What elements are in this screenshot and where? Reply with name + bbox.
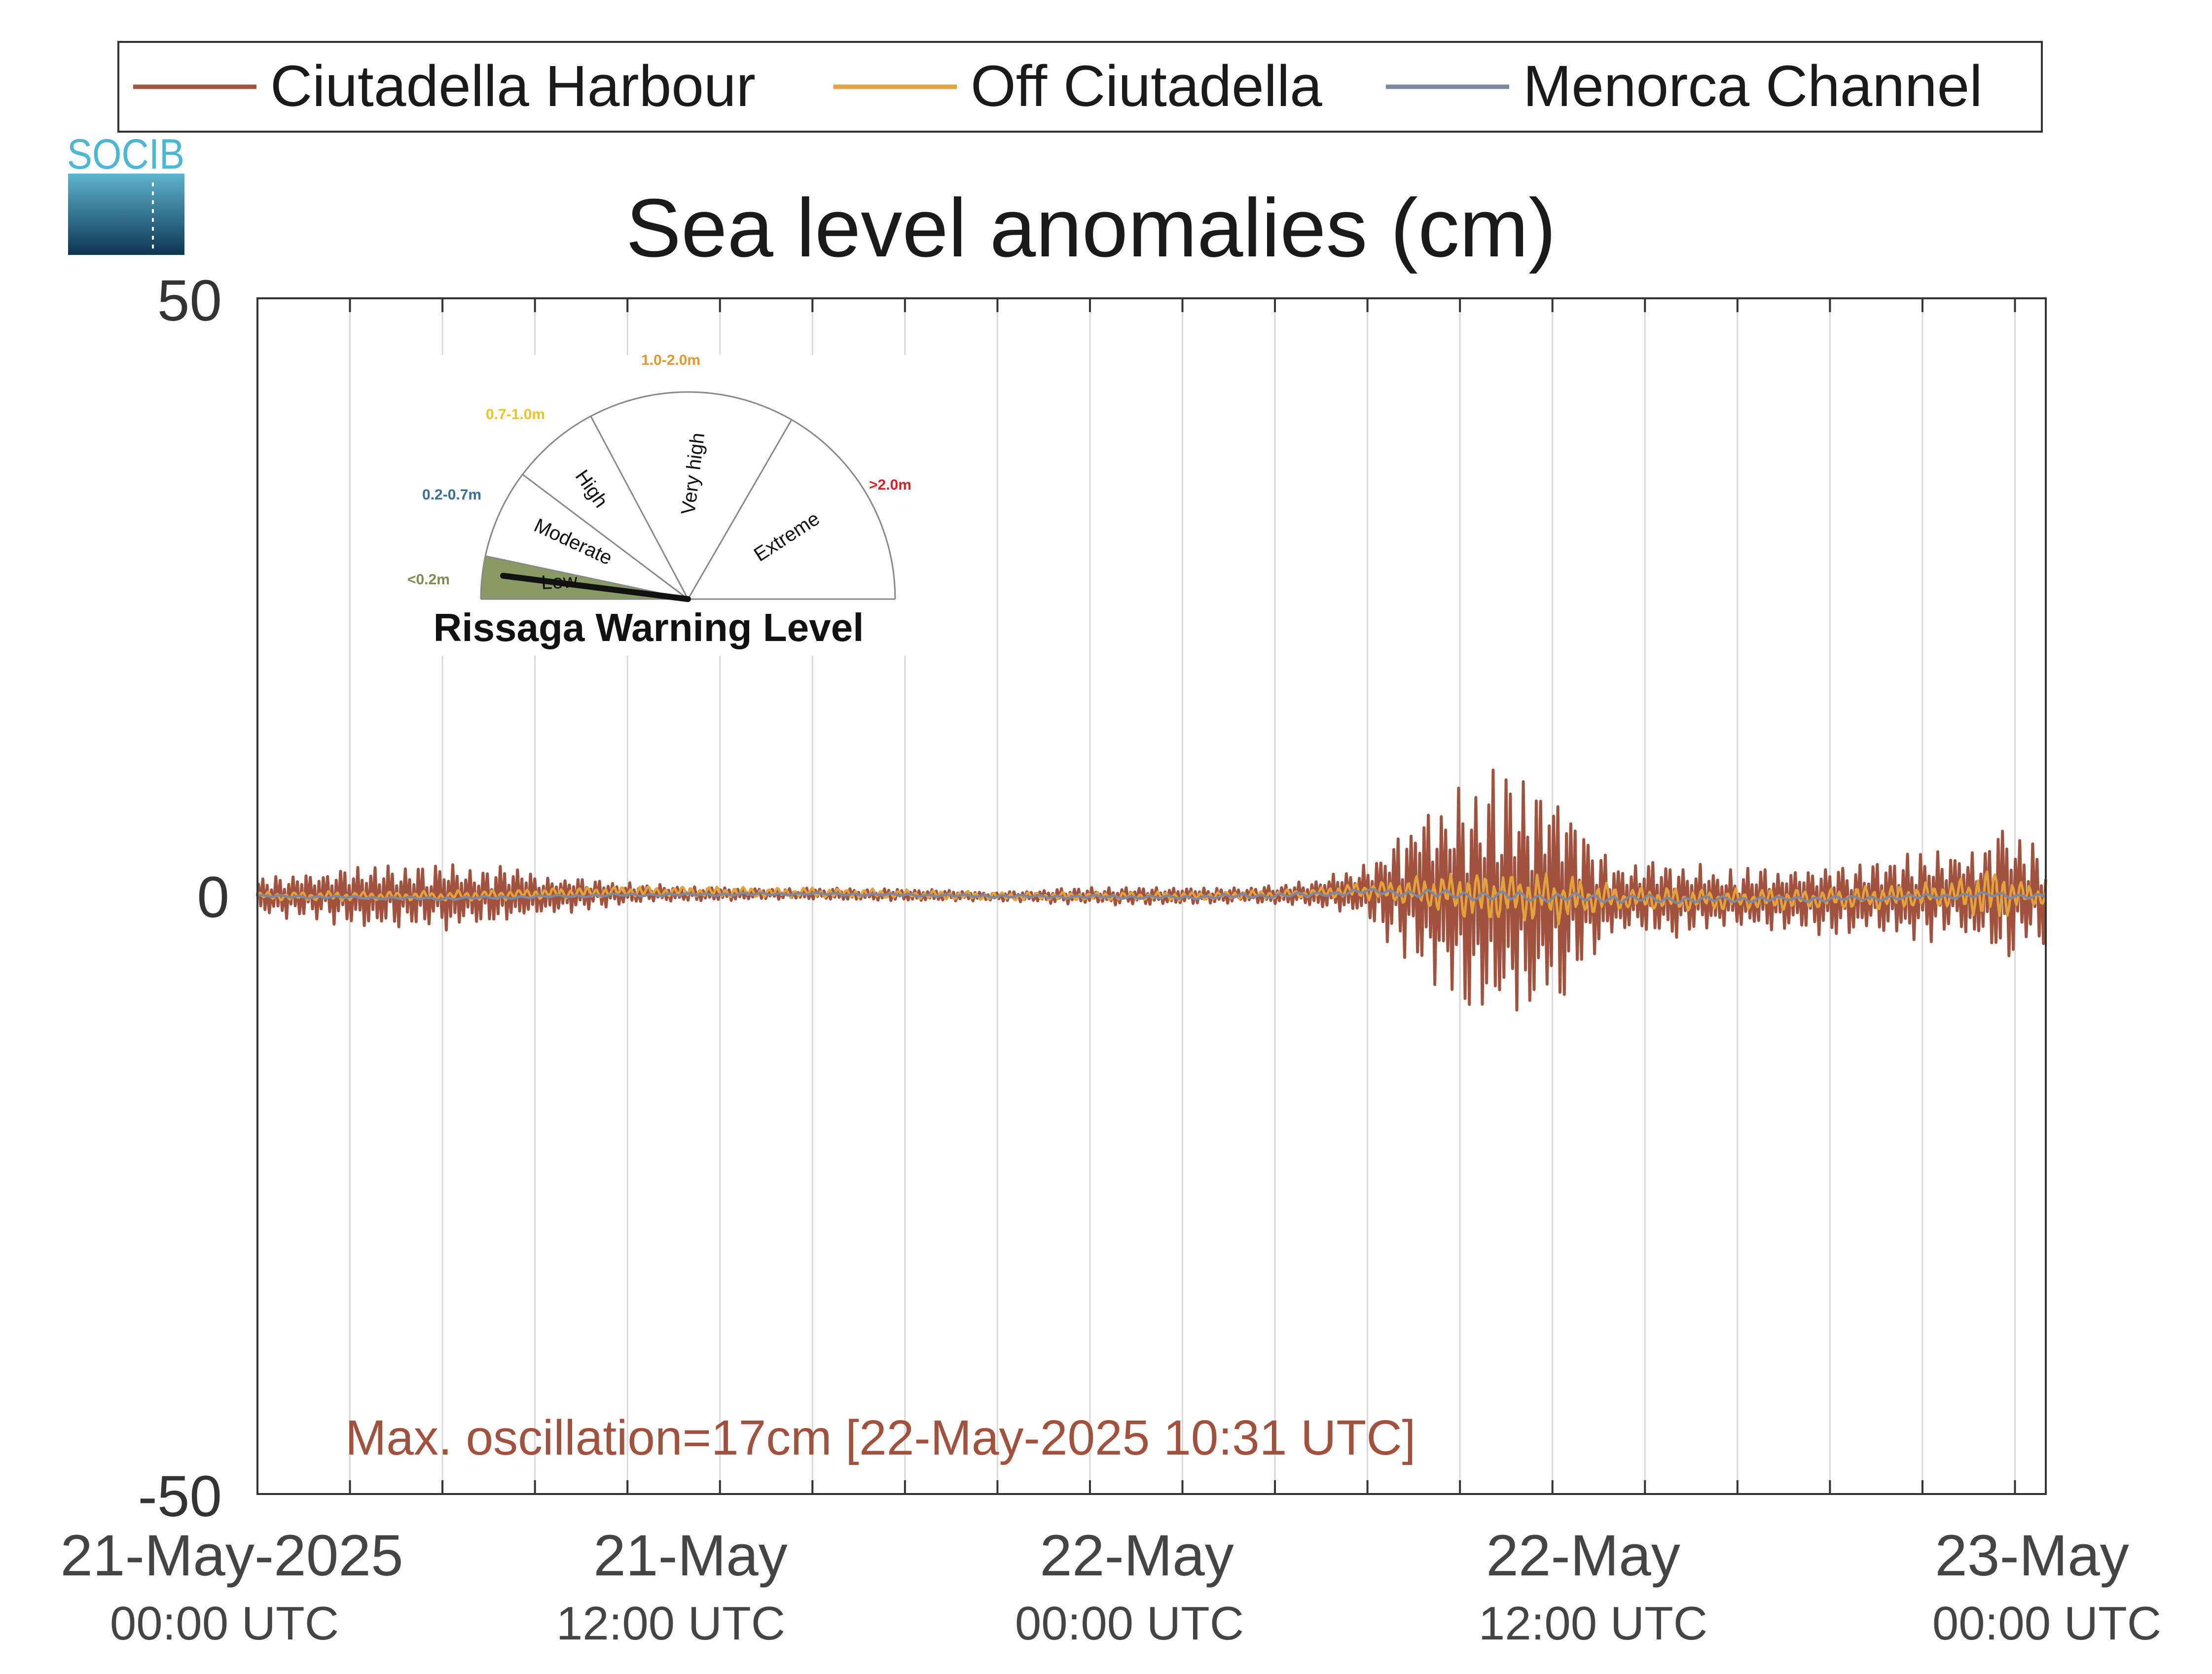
legend-label-1: Off Ciutadella bbox=[971, 54, 1322, 119]
y-tick-label-top: 50 bbox=[157, 268, 222, 333]
socib-logo: SOCIB bbox=[67, 131, 184, 255]
gauge-range-extreme: >2.0m bbox=[869, 477, 911, 493]
gauge-divider bbox=[687, 419, 793, 600]
x-tick-label-4-line2: 00:00 UTC bbox=[1932, 1597, 2161, 1650]
series-layer bbox=[256, 768, 2047, 1012]
gauge-range-high: 0.7-1.0m bbox=[486, 406, 545, 423]
legend-label-2: Menorca Channel bbox=[1523, 54, 1982, 119]
series-line-menorca-channel bbox=[257, 888, 2046, 904]
gauge-range-moderate: 0.2-0.7m bbox=[422, 487, 481, 503]
rissaga-gauge: Low Moderate High Very high Extreme <0.2… bbox=[402, 352, 925, 656]
chart-title: Sea level anomalies (cm) bbox=[626, 181, 1556, 274]
x-tick-marks bbox=[256, 298, 2016, 1494]
x-tick-labels: 21-May-2025 00:00 UTC 21-May 12:00 UTC 2… bbox=[60, 1523, 2161, 1650]
x-tick-label-1-line2: 12:00 UTC bbox=[556, 1597, 785, 1650]
socib-logo-text: SOCIB bbox=[67, 131, 184, 178]
x-tick-label-0-line1: 21-May-2025 bbox=[60, 1523, 403, 1588]
x-tick-label-3-line1: 22-May bbox=[1486, 1523, 1680, 1588]
x-tick-label-2-line1: 22-May bbox=[1040, 1523, 1233, 1588]
gauge-divider bbox=[522, 474, 689, 600]
series-line-ciutadella-harbour bbox=[256, 768, 2047, 1012]
gauge-range-low: <0.2m bbox=[407, 571, 450, 588]
gauge-range-very-high: 1.0-2.0m bbox=[641, 352, 700, 368]
x-tick-label-4-line1: 23-May bbox=[1935, 1523, 2129, 1588]
gauge-needle bbox=[500, 572, 691, 602]
legend-item-0: Ciutadella Harbour bbox=[133, 54, 756, 119]
series-line-off-ciutadella bbox=[256, 870, 2047, 926]
gauge-divider bbox=[590, 416, 689, 600]
gauge-arc bbox=[480, 391, 896, 600]
gauge-sector-low: Low bbox=[541, 570, 578, 594]
x-tick-label-3-line2: 12:00 UTC bbox=[1479, 1597, 1707, 1650]
legend-label-0: Ciutadella Harbour bbox=[270, 54, 756, 119]
x-tick-label-1-line1: 21-May bbox=[593, 1523, 787, 1588]
legend: Ciutadella Harbour Off Ciutadella Menorc… bbox=[117, 41, 2043, 133]
x-tick-label-2-line2: 00:00 UTC bbox=[1015, 1597, 1244, 1650]
gauge-title: Rissaga Warning Level bbox=[434, 605, 864, 649]
y-tick-label-bottom: -50 bbox=[138, 1464, 222, 1529]
legend-item-1: Off Ciutadella bbox=[834, 54, 1322, 119]
legend-item-2: Menorca Channel bbox=[1386, 54, 1982, 119]
max-oscillation-annotation: Max. oscillation=17cm [22-May-2025 10:31… bbox=[345, 1410, 1415, 1465]
plot-frame bbox=[256, 297, 2047, 1495]
legend-box bbox=[117, 41, 2043, 133]
socib-logo-block bbox=[68, 174, 184, 255]
x-tick-label-0-line2: 00:00 UTC bbox=[110, 1597, 339, 1650]
y-tick-label-mid: 0 bbox=[197, 865, 229, 930]
gauge-background bbox=[402, 355, 925, 656]
